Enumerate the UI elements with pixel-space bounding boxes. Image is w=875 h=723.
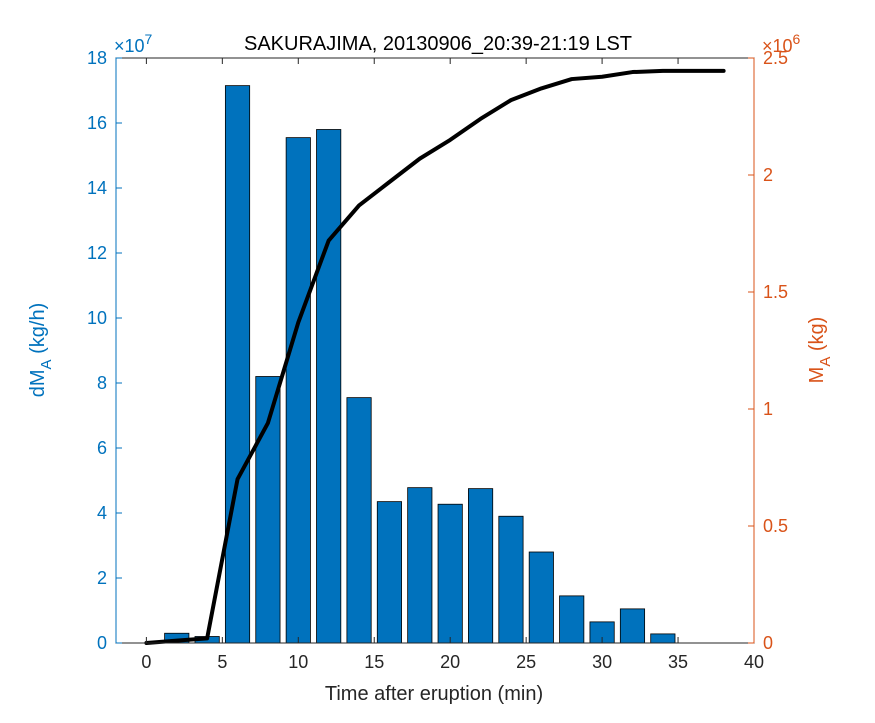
left-y-tick-label: 12 [87,243,107,263]
left-ylabel-main: dM [27,369,49,397]
bar [407,487,433,644]
right-y-tick-label: 0 [763,633,773,653]
right-ylabel-main: M [806,367,828,384]
left-y-tick-label: 14 [87,178,107,198]
bar [619,608,646,644]
left-y-tick-label: 2 [97,568,107,588]
bar [224,85,251,644]
line-layer [144,68,726,645]
right-exponent-base: ×10 [762,36,793,56]
bar [285,137,311,644]
x-axis-label: Time after eruption (min) [325,683,543,705]
bar [437,503,463,644]
bar [528,551,554,644]
x-tick-label: 10 [288,652,308,672]
right-ylabel-sub: A [817,357,834,367]
right-y-tick-label: 0.5 [763,516,788,536]
left-ylabel-sub: A [38,359,55,369]
bar [316,129,342,644]
left-y-tick-label: 0 [97,633,107,653]
x-tick-label: 5 [217,652,227,672]
x-tick-label: 15 [364,652,384,672]
x-tick-label: 40 [744,652,764,672]
left-y-tick-label: 18 [87,48,107,68]
right-axis-exponent: ×106 [762,31,801,56]
cumulative-mass-line [144,68,726,645]
left-y-tick-label: 8 [97,373,107,393]
right-y-tick-label: 1.5 [763,282,788,302]
chart-title: SAKURAJIMA, 20130906_20:39-21:19 LST [244,33,632,55]
left-y-tick-label: 16 [87,113,107,133]
plot-area-box [115,57,755,644]
right-y-tick-label: 2 [763,165,773,185]
left-ylabel-unit: (kg/h) [27,303,49,360]
left-axis-exponent: ×107 [114,31,153,56]
right-y-tick-label: 1 [763,399,773,419]
x-tick-label: 0 [141,652,151,672]
x-axis: 0 5 10 15 20 25 30 35 40 [141,58,764,672]
right-y-axis-label: MA (kg) [806,317,834,384]
bar [498,515,524,644]
right-y-tick-label: 2.5 [763,48,788,68]
left-exponent-power: 7 [145,31,153,47]
left-y-tick-label: 6 [97,438,107,458]
x-tick-label: 30 [592,652,612,672]
left-y-axis: 0 2 4 6 8 10 12 14 16 18 [87,48,122,653]
x-tick-label: 25 [516,652,536,672]
right-ylabel-unit: (kg) [806,317,828,357]
bar [559,595,585,644]
left-exponent-base: ×10 [114,36,145,56]
x-tick-label: 35 [668,652,688,672]
bar [346,397,372,644]
bars-layer [164,85,676,644]
x-tick-label: 20 [440,652,460,672]
right-exponent-power: 6 [793,31,801,47]
bar [650,633,676,644]
right-y-axis: 0 0.5 1 1.5 2 2.5 [748,48,788,653]
left-y-tick-label: 4 [97,503,107,523]
left-y-tick-label: 10 [87,308,107,328]
bar [468,488,494,644]
bar [376,501,402,644]
left-y-axis-label: dMA (kg/h) [27,303,55,398]
